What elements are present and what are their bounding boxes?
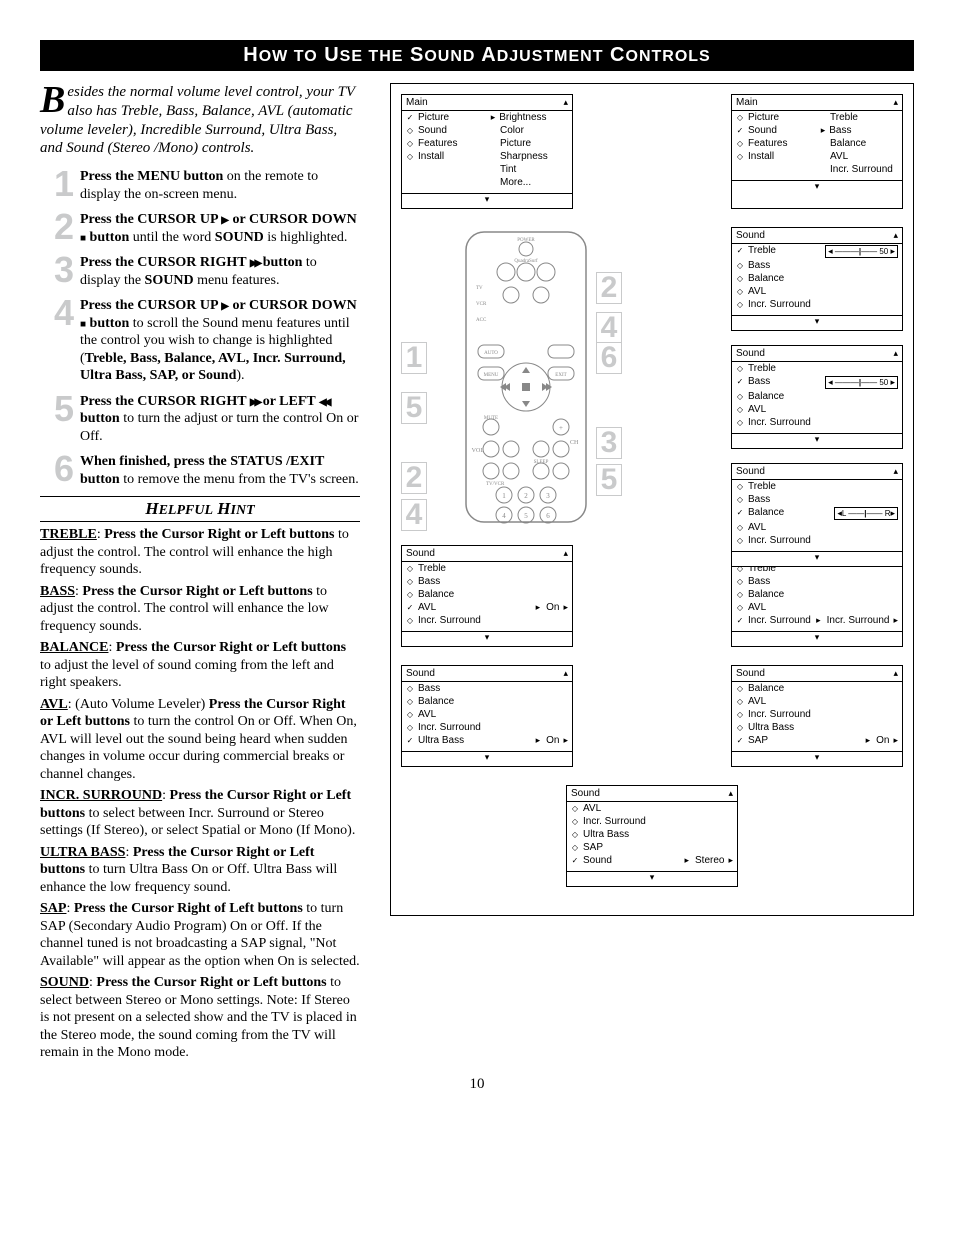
- hint-item: SOUND: Press the Cursor Right or Left bu…: [40, 974, 360, 1062]
- menu-row: Balance: [402, 695, 572, 708]
- menu-row: Incr. Surround: [732, 708, 902, 721]
- menu-bass: SoundTrebleBass ———|—— 50 BalanceAVLIncr…: [731, 345, 903, 449]
- menu-row: Incr. SurroundIncr. Surround: [732, 614, 902, 627]
- menu-row: Incr. Surround: [732, 416, 902, 429]
- menu-row: SoundBass: [732, 124, 902, 137]
- menu-row: SAPOn: [732, 734, 902, 747]
- left-column: Besides the normal volume level control,…: [40, 83, 360, 1066]
- step-6: 6When finished, press the STATUS /EXIT b…: [40, 453, 360, 488]
- right-column: MainPictureBrightnessSoundColorFeaturesP…: [390, 83, 914, 1066]
- speaker-icon: [0, 0, 6, 32]
- step-text: Press the CURSOR UP or CURSOR DOWN butto…: [80, 211, 360, 246]
- menu-main-picture: MainPictureBrightnessSoundColorFeaturesP…: [401, 94, 573, 209]
- menu-ultra-bass: SoundBassBalanceAVLIncr. SurroundUltra B…: [401, 665, 573, 767]
- menu-row: Tint: [402, 163, 572, 176]
- step-number: 4: [40, 297, 80, 385]
- step-number: 6: [40, 453, 80, 488]
- hint-item: TREBLE: Press the Cursor Right or Left b…: [40, 526, 360, 579]
- menu-row: Balance: [732, 390, 902, 403]
- menu-row: AVL: [732, 285, 902, 298]
- menu-row: AVL: [732, 695, 902, 708]
- menu-main-sound: MainPictureTrebleSoundBassFeaturesBalanc…: [731, 94, 903, 209]
- menu-row: Treble: [732, 362, 902, 375]
- menu-row: Bass: [732, 493, 902, 506]
- menu-row: Balance: [732, 588, 902, 601]
- step-1: 1Press the MENU button on the remote to …: [40, 168, 360, 203]
- menu-row: Treble: [402, 562, 572, 575]
- hint-item: BALANCE: Press the Cursor Right or Left …: [40, 639, 360, 692]
- step-3: 3Press the CURSOR RIGHT button to displa…: [40, 254, 360, 289]
- menu-row: Bass: [402, 682, 572, 695]
- menu-row: FeaturesBalance: [732, 137, 902, 150]
- menu-row: More...: [402, 176, 572, 189]
- hints-list: TREBLE: Press the Cursor Right or Left b…: [40, 526, 360, 1062]
- step-text: Press the CURSOR RIGHT or LEFT button to…: [80, 393, 360, 446]
- menu-row: Ultra BassOn: [402, 734, 572, 747]
- step-2: 2Press the CURSOR UP or CURSOR DOWN butt…: [40, 211, 360, 246]
- menu-row: Ultra Bass: [567, 828, 737, 841]
- menu-panels: MainPictureBrightnessSoundColorFeaturesP…: [390, 83, 914, 916]
- menu-row: AVL: [567, 802, 737, 815]
- menu-balance: SoundTrebleBassBalanceL ——|—— RAVLIncr. …: [731, 463, 903, 567]
- menu-avl: SoundTrebleBassBalanceAVLOn Incr. Surrou…: [401, 545, 573, 647]
- menu-row: InstallAVL: [732, 150, 902, 163]
- hint-heading: HELPFUL HINT: [40, 496, 360, 522]
- menu-row: Ultra Bass: [732, 721, 902, 734]
- menu-row: Incr. Surround: [732, 298, 902, 311]
- hint-item: SAP: Press the Cursor Right of Left butt…: [40, 900, 360, 970]
- menu-row: Bass: [732, 259, 902, 272]
- step-5: 5Press the CURSOR RIGHT or LEFT button t…: [40, 393, 360, 446]
- menu-treble: SoundTreble ———|—— 50 BassBalanceAVLIncr…: [731, 227, 903, 331]
- menu-row: AVL: [732, 601, 902, 614]
- step-number: 3: [40, 254, 80, 289]
- step-number: 2: [40, 211, 80, 246]
- menu-row: PictureBrightness: [402, 111, 572, 124]
- menu-row: AVL: [732, 521, 902, 534]
- step-text: When finished, press the STATUS /EXIT bu…: [80, 453, 360, 488]
- menu-row: Balance: [732, 682, 902, 695]
- menu-row: Incr. Surround: [567, 815, 737, 828]
- menu-row: PictureTreble: [732, 111, 902, 124]
- intro-text: Besides the normal volume level control,…: [40, 83, 360, 158]
- step-number: 5: [40, 393, 80, 446]
- menu-row: Balance: [402, 588, 572, 601]
- hint-item: AVL: (Auto Volume Leveler) Press the Cur…: [40, 696, 360, 784]
- hint-item: ULTRA BASS: Press the Cursor Right or Le…: [40, 844, 360, 897]
- step-number: 1: [40, 168, 80, 203]
- menu-row: BalanceL ——|—— R: [732, 506, 902, 521]
- menu-row: Bass: [402, 575, 572, 588]
- menu-row: AVL: [402, 708, 572, 721]
- step-text: Press the CURSOR UP or CURSOR DOWN butto…: [80, 297, 360, 385]
- hint-item: BASS: Press the Cursor Right or Left but…: [40, 583, 360, 636]
- menu-row: Balance: [732, 272, 902, 285]
- menu-row: Bass ———|—— 50: [732, 375, 902, 390]
- menu-row: SAP: [567, 841, 737, 854]
- menu-row: FeaturesPicture: [402, 137, 572, 150]
- menu-row: Incr. Surround: [732, 534, 902, 547]
- step-text: Press the CURSOR RIGHT button to display…: [80, 254, 360, 289]
- menu-row: SoundStereo: [567, 854, 737, 867]
- page-number: 10: [40, 1076, 914, 1093]
- menu-row: Treble ———|—— 50: [732, 244, 902, 259]
- menu-row: Incr. Surround: [732, 163, 902, 176]
- menu-row: Treble: [732, 480, 902, 493]
- menu-sap: SoundBalanceAVLIncr. SurroundUltra BassS…: [731, 665, 903, 767]
- menu-row: InstallSharpness: [402, 150, 572, 163]
- steps-list: 1Press the MENU button on the remote to …: [40, 168, 360, 488]
- menu-sound: SoundAVLIncr. SurroundUltra BassSAPSound…: [566, 785, 738, 887]
- step-text: Press the MENU button on the remote to d…: [80, 168, 360, 203]
- hint-item: INCR. SURROUND: Press the Cursor Right o…: [40, 787, 360, 840]
- menu-row: AVLOn: [402, 601, 572, 614]
- step-4: 4Press the CURSOR UP or CURSOR DOWN butt…: [40, 297, 360, 385]
- menu-row: Bass: [732, 575, 902, 588]
- menu-row: Incr. Surround: [402, 721, 572, 734]
- page-title: HOW TO USE THE SOUND ADJUSTMENT CONTROLS: [40, 40, 914, 71]
- menu-row: SoundColor: [402, 124, 572, 137]
- menu-row: Incr. Surround: [402, 614, 572, 627]
- menu-row: AVL: [732, 403, 902, 416]
